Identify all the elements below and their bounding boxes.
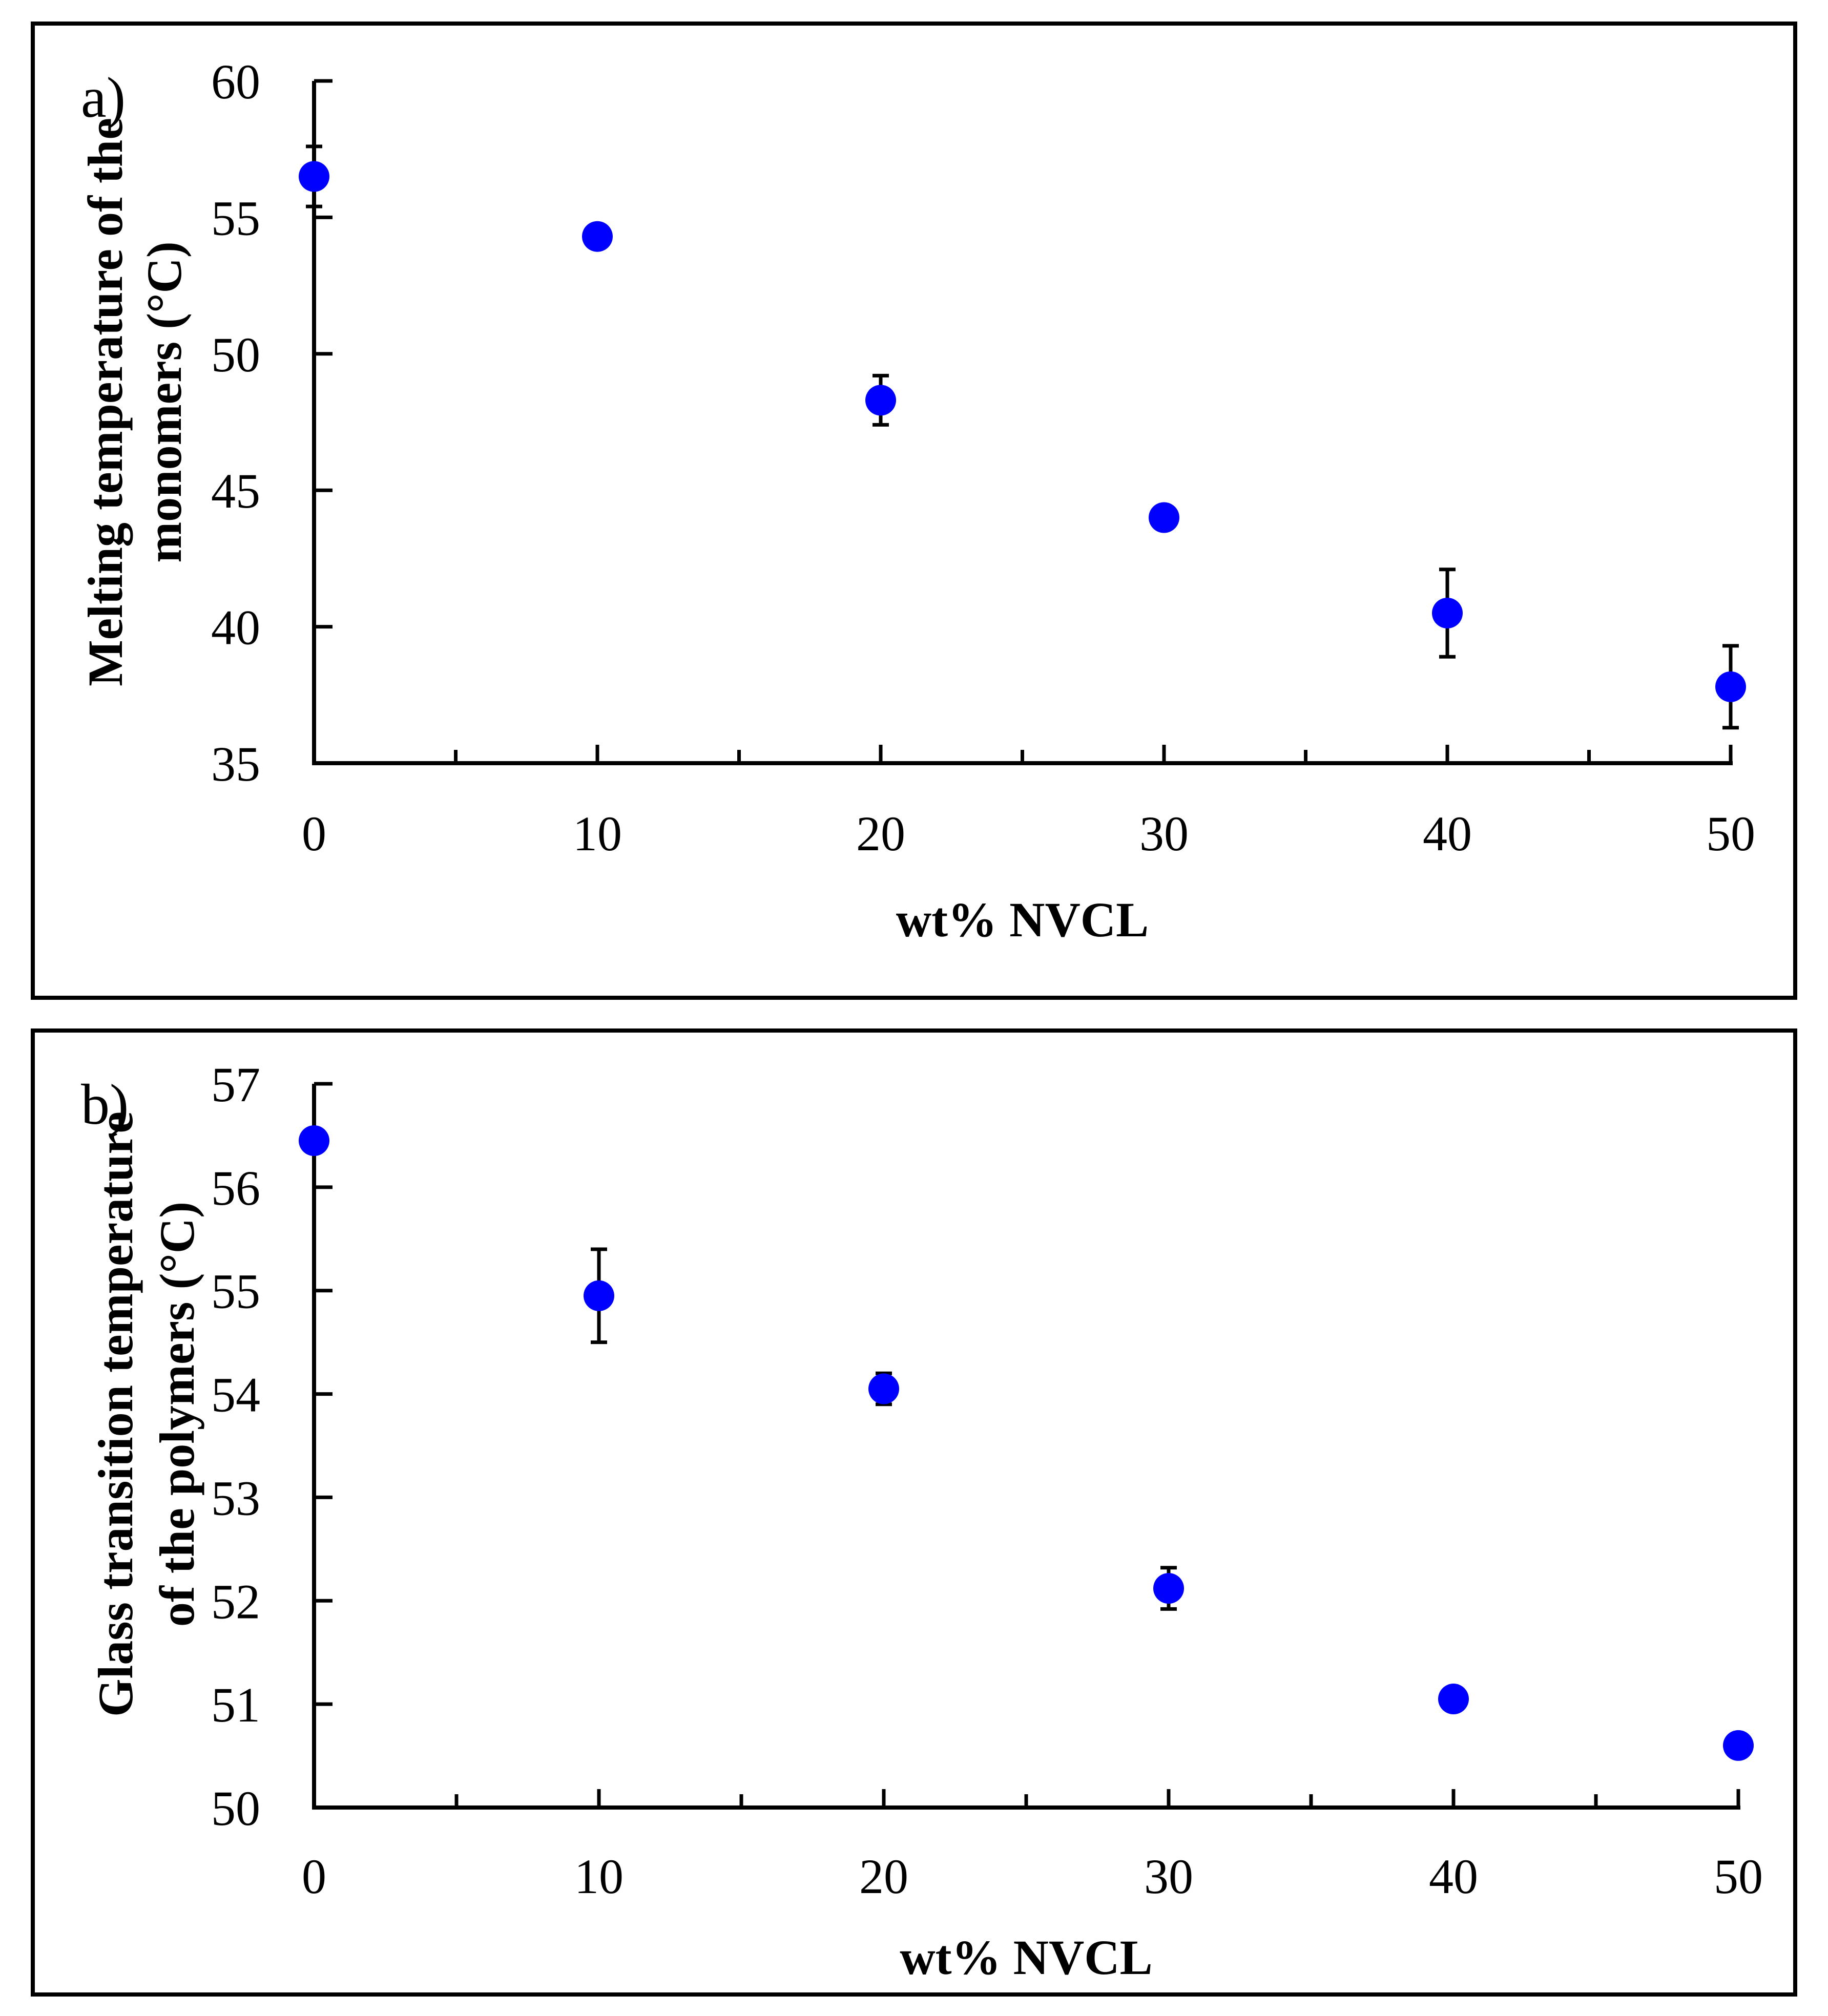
chart-a-x-tick-label: 10 bbox=[573, 806, 622, 861]
chart-b-x-tick-label: 30 bbox=[1144, 1849, 1193, 1904]
chart-b-x-tick-label: 50 bbox=[1714, 1849, 1763, 1904]
chart-a-y-tick-label: 50 bbox=[211, 327, 260, 382]
chart-b-y-tick-label: 51 bbox=[211, 1677, 260, 1732]
chart-a-y-tick-label: 55 bbox=[211, 191, 260, 245]
chart-b-x-tick-label: 0 bbox=[302, 1849, 326, 1904]
chart-a-data-point bbox=[1432, 597, 1463, 628]
chart-b-svg: 50 51 52 53 54 55 56 57 0 10 20 30 40 50 b) wt% NVCL Gla… bbox=[81, 1057, 1763, 1985]
chart-a-x-tick-label: 50 bbox=[1706, 806, 1755, 861]
chart-b-y-tick-label: 56 bbox=[211, 1161, 260, 1215]
chart-a-x-tick-label: 0 bbox=[302, 806, 326, 861]
chart-b-y-tick-label: 55 bbox=[211, 1264, 260, 1319]
chart-b-x-tick-label: 40 bbox=[1429, 1849, 1478, 1904]
chart-b-data-point bbox=[584, 1280, 614, 1311]
chart-b-data-point bbox=[1723, 1730, 1754, 1761]
chart-b-y-tick-label: 52 bbox=[211, 1574, 260, 1629]
chart-b-data-point bbox=[868, 1373, 899, 1404]
chart-b-data-point bbox=[1438, 1684, 1469, 1715]
chart-a-y-tick-label: 35 bbox=[211, 737, 260, 791]
chart-b-data-point bbox=[299, 1125, 329, 1157]
chart-b-y-tick-label: 50 bbox=[211, 1781, 260, 1836]
chart-panel-b: 50 51 52 53 54 55 56 57 0 10 20 30 40 50 b) wt% NVCL Gla… bbox=[31, 1028, 1797, 1997]
chart-a-panel-label: a) bbox=[81, 66, 126, 130]
chart-b-y-tick-label: 53 bbox=[211, 1471, 260, 1525]
chart-b-y-tick-label: 54 bbox=[211, 1368, 260, 1422]
chart-b-x-tick-label: 20 bbox=[859, 1849, 908, 1904]
chart-a-y-axis-title-line: monomers (°C) bbox=[137, 241, 192, 563]
chart-a-data-point bbox=[582, 221, 613, 252]
chart-b-y-axis-title-line: of the polymers (°C) bbox=[150, 1202, 204, 1627]
chart-a-data-point bbox=[1149, 502, 1179, 533]
chart-a-data-point bbox=[865, 385, 896, 416]
chart-a-x-tick-label: 20 bbox=[856, 806, 905, 861]
chart-a-y-tick-label: 45 bbox=[211, 464, 260, 518]
chart-a-data-point bbox=[1715, 671, 1746, 702]
chart-a-x-tick-label: 40 bbox=[1423, 806, 1472, 861]
chart-panel-a: 35 40 45 50 55 60 0 10 20 30 40 50 a) wt% NVCL Melting… bbox=[31, 22, 1797, 1000]
chart-b-data-point bbox=[1153, 1573, 1184, 1604]
chart-a-y-tick-label: 60 bbox=[211, 54, 260, 109]
chart-b-y-tick-label: 57 bbox=[211, 1057, 260, 1112]
chart-a-y-tick-label: 40 bbox=[211, 600, 260, 655]
chart-b-x-axis-title: wt% NVCL bbox=[900, 1930, 1152, 1985]
chart-b-y-axis-title-line: Glass transition temperature bbox=[88, 1111, 143, 1717]
chart-a-y-axis-title-line: Melting temperature of the bbox=[78, 118, 133, 686]
chart-a-x-axis-title: wt% NVCL bbox=[896, 892, 1149, 947]
chart-a-data-point bbox=[299, 161, 329, 192]
chart-b-x-tick-label: 10 bbox=[574, 1849, 624, 1904]
chart-a-x-tick-label: 30 bbox=[1139, 806, 1189, 861]
chart-a-svg: 35 40 45 50 55 60 0 10 20 30 40 50 a) wt% NVCL Melting… bbox=[78, 54, 1755, 947]
chart-b-panel-label: b) bbox=[81, 1073, 129, 1137]
